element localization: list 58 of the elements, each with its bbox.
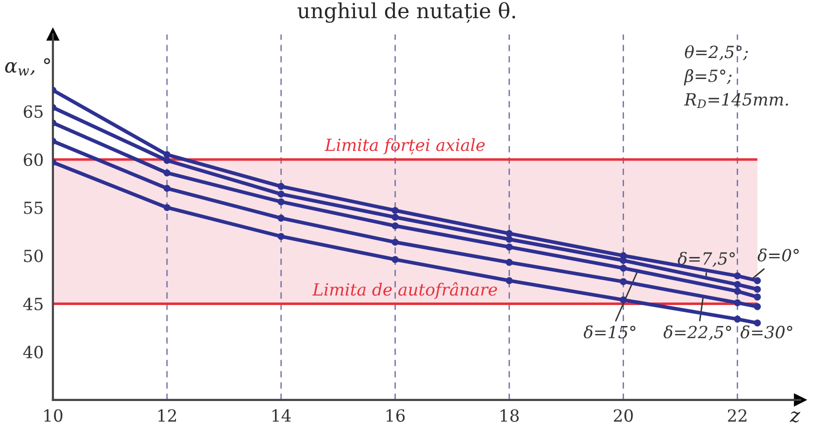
point <box>754 286 761 293</box>
point <box>754 303 761 310</box>
series-label: δ=22,5° <box>664 325 732 340</box>
x-tick-label: 12 <box>158 409 176 422</box>
point <box>506 258 513 266</box>
series-label: δ=7,5° <box>678 252 735 267</box>
point <box>734 288 741 295</box>
point <box>278 182 285 190</box>
ref-line-label: Limita forței axiale <box>324 138 485 155</box>
point <box>506 244 513 250</box>
point <box>734 281 741 288</box>
point <box>506 277 513 284</box>
point <box>506 230 513 237</box>
y-tick-label: 50 <box>24 250 43 262</box>
point <box>164 204 170 212</box>
y-tick-label: 60 <box>24 153 43 166</box>
point <box>506 236 513 243</box>
x-tick-label: 10 <box>44 409 62 422</box>
x-tick-label: 22 <box>728 409 746 422</box>
point <box>620 278 627 286</box>
point <box>164 184 170 192</box>
point <box>392 256 399 263</box>
text: δ=15° <box>584 325 636 338</box>
point <box>754 294 761 300</box>
y-tick-label: 45 <box>23 298 43 310</box>
x-tick-label: 18 <box>500 409 519 422</box>
point <box>392 206 399 214</box>
point <box>278 232 285 240</box>
point <box>392 214 399 221</box>
y-tick-label: 40 <box>23 346 43 358</box>
annotation: β=5°; <box>684 69 732 86</box>
point <box>164 169 170 176</box>
annotation: θ=2,5°; <box>684 45 748 60</box>
point <box>734 316 741 323</box>
point <box>734 299 741 306</box>
point <box>278 190 285 198</box>
point <box>392 222 399 230</box>
point <box>164 156 170 164</box>
chart-title: unghiul de nutație θ. <box>298 2 516 23</box>
y-tick-label: 65 <box>24 105 43 118</box>
point <box>392 238 399 246</box>
annotation: R$_{D}$=145mm. <box>684 93 788 108</box>
point <box>620 296 627 304</box>
point <box>754 277 761 284</box>
series-label: δ=0° <box>758 248 799 262</box>
point <box>164 151 170 158</box>
point <box>734 272 741 280</box>
y-tick-label: 55 <box>24 202 43 214</box>
point <box>620 264 627 272</box>
x-tick-label: 20 <box>614 409 633 422</box>
y-axis-title: α$_{w}$, ° <box>5 58 50 76</box>
x-tick-label: 14 <box>272 409 291 422</box>
x-tick-label: 16 <box>386 409 405 422</box>
ref-line-label: Limita de autofrânare <box>312 282 498 299</box>
point <box>278 198 285 206</box>
x-axis-title: z <box>790 411 800 423</box>
series-label: δ=30° <box>740 325 792 338</box>
point <box>278 214 285 222</box>
